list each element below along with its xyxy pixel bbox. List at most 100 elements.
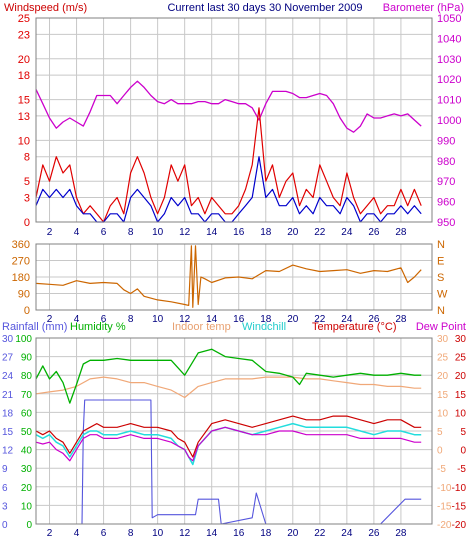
windspeed-tick-20: 20 bbox=[18, 54, 30, 66]
legend-temperature: Temperature (°C) bbox=[312, 321, 396, 333]
temperature-tick-10: 10 bbox=[455, 408, 467, 419]
x-tick-label-24: 24 bbox=[341, 528, 353, 539]
x-tick-label-10: 10 bbox=[152, 314, 164, 325]
indoor-temp-tick-15: 15 bbox=[437, 390, 449, 401]
indoor-temp-tick-5: 5 bbox=[437, 427, 443, 438]
indoor-temp-tick-20: 20 bbox=[437, 371, 449, 382]
dew-point-series-line bbox=[35, 426, 422, 462]
rainfall-tick-27: 27 bbox=[2, 353, 14, 364]
x-tick-label-28: 28 bbox=[395, 528, 407, 539]
direction-degree-axis: 0 90 180 270 360 bbox=[12, 239, 30, 317]
barometer-tick-1020: 1020 bbox=[437, 74, 461, 86]
x-tick-label-8: 8 bbox=[128, 227, 134, 238]
rainfall-tick-12: 12 bbox=[2, 446, 14, 457]
x-tick-label-12: 12 bbox=[179, 528, 191, 539]
direction-tick-90: 90 bbox=[18, 289, 30, 301]
x-tick-label-20: 20 bbox=[287, 528, 299, 539]
x-tick-label-16: 16 bbox=[233, 227, 245, 238]
x-tick-label-24: 24 bbox=[341, 314, 353, 325]
rainfall-tick-21: 21 bbox=[2, 390, 14, 401]
panel1-frame bbox=[35, 17, 433, 223]
panel3-x-axis: 2 4 6 8 10 12 14 16 18 20 22 24 26 28 bbox=[47, 528, 407, 539]
windspeed-tick-8: 8 bbox=[24, 152, 30, 164]
x-tick-label-22: 22 bbox=[314, 528, 326, 539]
temperature-series-line bbox=[35, 415, 422, 458]
direction-tick-0: 0 bbox=[24, 305, 30, 317]
humidity-tick-40: 40 bbox=[21, 446, 33, 457]
panel2-series bbox=[35, 245, 422, 308]
temperature-tick--5: -5 bbox=[457, 464, 466, 475]
compass-tick-N: N bbox=[437, 239, 445, 251]
barometer-tick-960: 960 bbox=[437, 197, 455, 209]
compass-tick-S: S bbox=[437, 272, 444, 284]
rainfall-tick-6: 6 bbox=[2, 483, 8, 494]
humidity-axis: 0 10 20 30 40 50 60 70 80 90 100 bbox=[15, 334, 32, 531]
barometer-title: Barometer (hPa) bbox=[383, 2, 464, 14]
windspeed-tick-15: 15 bbox=[18, 95, 30, 107]
humidity-tick-10: 10 bbox=[21, 501, 33, 512]
barometer-tick-950: 950 bbox=[437, 217, 455, 229]
x-tick-label-24: 24 bbox=[341, 227, 353, 238]
x-tick-label-14: 14 bbox=[206, 528, 218, 539]
legend-windchill: Windchill bbox=[242, 321, 286, 333]
legend-dew-point: Dew Point bbox=[416, 321, 466, 333]
temperature-tick-5: 5 bbox=[460, 427, 466, 438]
x-tick-label-14: 14 bbox=[206, 227, 218, 238]
direction-tick-270: 270 bbox=[12, 256, 30, 268]
humidity-tick-0: 0 bbox=[26, 520, 32, 531]
x-tick-label-6: 6 bbox=[101, 314, 107, 325]
humidity-tick-90: 90 bbox=[21, 353, 33, 364]
windspeed-tick-25: 25 bbox=[18, 13, 30, 25]
direction-tick-360: 360 bbox=[12, 239, 30, 251]
legend-rainfall: Rainfall (mm) bbox=[2, 321, 67, 333]
indoor-temp-tick--20: -20 bbox=[437, 520, 452, 531]
x-tick-label-14: 14 bbox=[206, 314, 218, 325]
x-tick-label-2: 2 bbox=[47, 528, 53, 539]
indoor-temp-tick-10: 10 bbox=[437, 408, 449, 419]
panel2-x-axis: 2 4 6 8 10 12 14 16 18 20 22 24 26 28 bbox=[47, 314, 407, 325]
windspeed-title: Windspeed (m/s) bbox=[4, 2, 87, 14]
x-tick-label-26: 26 bbox=[368, 227, 380, 238]
x-tick-label-2: 2 bbox=[47, 227, 53, 238]
x-tick-label-10: 10 bbox=[152, 528, 164, 539]
humidity-series-line bbox=[35, 348, 422, 404]
windchill-series-line bbox=[35, 422, 422, 466]
temperature-tick--15: -15 bbox=[452, 501, 467, 512]
panel1-x-axis: 2 4 6 8 10 12 14 16 18 20 22 24 26 28 bbox=[47, 227, 407, 238]
legend-humidity: Humidity % bbox=[70, 321, 126, 333]
x-tick-label-2: 2 bbox=[47, 314, 53, 325]
x-tick-label-12: 12 bbox=[179, 227, 191, 238]
barometer-tick-990: 990 bbox=[437, 135, 455, 147]
windspeed-tick-23: 23 bbox=[18, 29, 30, 41]
humidity-tick-60: 60 bbox=[21, 408, 33, 419]
barometer-series-line bbox=[35, 80, 422, 133]
barometer-axis: 950 960 970 980 990 1000 1010 1020 1030 1040 1050 bbox=[437, 13, 461, 229]
indoor-temp-tick--5: -5 bbox=[437, 464, 446, 475]
bottom-legend: Rainfall (mm) Humidity % Indoor temp Win… bbox=[2, 321, 466, 333]
windspeed-tick-18: 18 bbox=[18, 70, 30, 82]
indoor-temp-tick--10: -10 bbox=[437, 483, 452, 494]
barometer-tick-1010: 1010 bbox=[437, 95, 461, 107]
x-tick-label-6: 6 bbox=[101, 528, 107, 539]
x-tick-label-20: 20 bbox=[287, 227, 299, 238]
legend-indoor-temp: Indoor temp bbox=[172, 321, 231, 333]
indoor-temp-tick--15: -15 bbox=[437, 501, 452, 512]
humidity-tick-100: 100 bbox=[15, 334, 32, 345]
x-tick-label-16: 16 bbox=[233, 528, 245, 539]
panel-wind-barometer: 0 3 5 8 10 13 15 18 20 23 25 950 960 970 980 990 1000 10… bbox=[18, 13, 462, 238]
humidity-tick-30: 30 bbox=[21, 464, 33, 475]
windspeed-axis: 0 3 5 8 10 13 15 18 20 23 25 bbox=[18, 13, 30, 229]
indoor-temp-tick-0: 0 bbox=[437, 446, 443, 457]
x-tick-label-8: 8 bbox=[128, 528, 134, 539]
compass-tick-N: N bbox=[437, 305, 445, 317]
windspeed-tick-10: 10 bbox=[18, 135, 30, 147]
humidity-tick-80: 80 bbox=[21, 371, 33, 382]
rainfall-tick-30: 30 bbox=[2, 334, 14, 345]
x-tick-label-28: 28 bbox=[395, 227, 407, 238]
x-tick-label-4: 4 bbox=[74, 227, 80, 238]
